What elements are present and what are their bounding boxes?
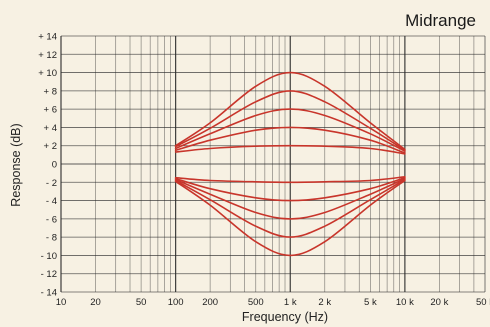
response-curve-9 — [174, 178, 406, 238]
x-tick-label: 50 k — [476, 297, 490, 308]
y-tick-label: + 12 — [38, 50, 57, 61]
y-tick-label: - 2 — [46, 178, 57, 189]
x-axis-label: Frequency (Hz) — [242, 310, 328, 324]
x-tick-label: 5 k — [364, 297, 377, 308]
response-curve-2 — [174, 90, 406, 152]
y-tick-label: - 10 — [41, 251, 57, 262]
y-tick-label: - 8 — [46, 233, 57, 244]
response-curve-4 — [174, 126, 406, 154]
x-tick-label: 20 — [90, 297, 101, 308]
response-curve-7 — [174, 176, 406, 202]
y-tick-label: - 12 — [41, 269, 57, 280]
response-curve-6 — [174, 176, 406, 184]
x-tick-label: 100 — [168, 297, 184, 308]
chart-title: Midrange — [405, 11, 476, 30]
y-tick-label: 0 — [52, 160, 57, 171]
x-tick-label: 10 k — [396, 297, 414, 308]
y-tick-label: + 14 — [38, 32, 57, 43]
x-tick-label: 50 — [136, 297, 147, 308]
response-curve-8 — [174, 177, 406, 220]
y-tick-label: - 4 — [46, 196, 57, 207]
x-tick-label: 1 k — [284, 297, 297, 308]
y-tick-label: + 2 — [44, 141, 57, 152]
response-curve-3 — [174, 108, 406, 152]
y-tick-label: - 14 — [41, 288, 57, 299]
y-axis-label: Response (dB) — [9, 123, 23, 206]
y-tick-label: + 4 — [44, 123, 57, 134]
x-tick-label: 2 k — [318, 297, 331, 308]
response-curve-1 — [174, 71, 406, 151]
y-tick-labels: + 14 + 12 + 10 + 8 + 6 + 4 + 2 0 - 2 - 4 - 6 - 8 - 1… — [38, 32, 57, 299]
response-curve-10 — [174, 179, 406, 257]
response-curve-5 — [174, 144, 406, 155]
x-tick-labels: 10 20 50 100 200 500 1 k 2 k 5 k 10 k 20 k 50 k — [56, 297, 490, 308]
grid — [60, 35, 486, 293]
x-tick-label: 10 — [56, 297, 67, 308]
x-tick-label: 500 — [248, 297, 264, 308]
x-tick-label: 20 k — [430, 297, 448, 308]
y-tick-label: - 6 — [46, 214, 57, 225]
x-tick-label: 200 — [202, 297, 218, 308]
y-tick-label: + 8 — [44, 86, 57, 97]
y-tick-label: + 6 — [44, 105, 57, 116]
y-tick-label: + 10 — [38, 68, 57, 79]
series-group — [174, 71, 406, 257]
